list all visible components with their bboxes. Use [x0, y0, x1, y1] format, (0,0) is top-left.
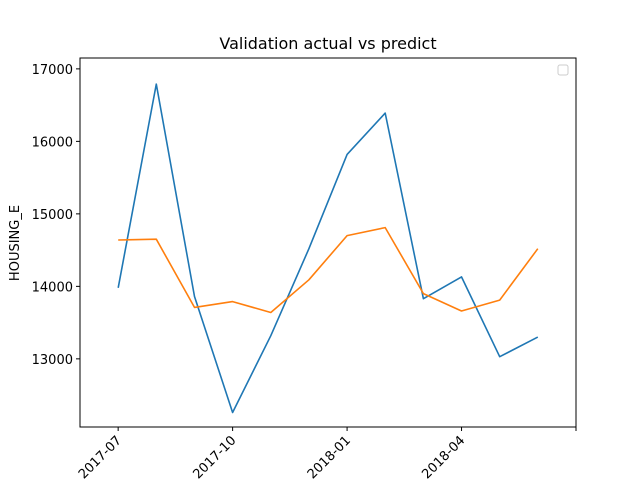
plot-area	[117, 83, 539, 414]
y-tick-label: 16000	[32, 135, 73, 150]
plot-frame	[79, 57, 577, 428]
series-line-2	[118, 226, 539, 314]
y-tick-label: 13000	[32, 353, 73, 368]
legend-box	[557, 64, 569, 76]
y-tick-label: 14000	[32, 280, 73, 295]
chart-title: Validation actual vs predict	[219, 34, 436, 53]
y-tick-label: 15000	[32, 208, 73, 223]
x-tick-label: 2017-10	[190, 433, 239, 480]
series-line-1	[117, 83, 539, 414]
x-tick-label: 2018-01	[305, 433, 354, 480]
y-tick-label: 17000	[32, 63, 73, 78]
x-tick-label: 2017-07	[76, 433, 125, 480]
x-tick-label: 2018-04	[419, 433, 468, 480]
y-axis-label: HOUSING_E	[8, 205, 23, 281]
